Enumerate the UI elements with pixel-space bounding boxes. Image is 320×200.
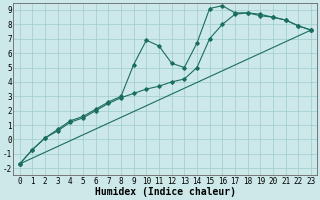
X-axis label: Humidex (Indice chaleur): Humidex (Indice chaleur) <box>95 187 236 197</box>
